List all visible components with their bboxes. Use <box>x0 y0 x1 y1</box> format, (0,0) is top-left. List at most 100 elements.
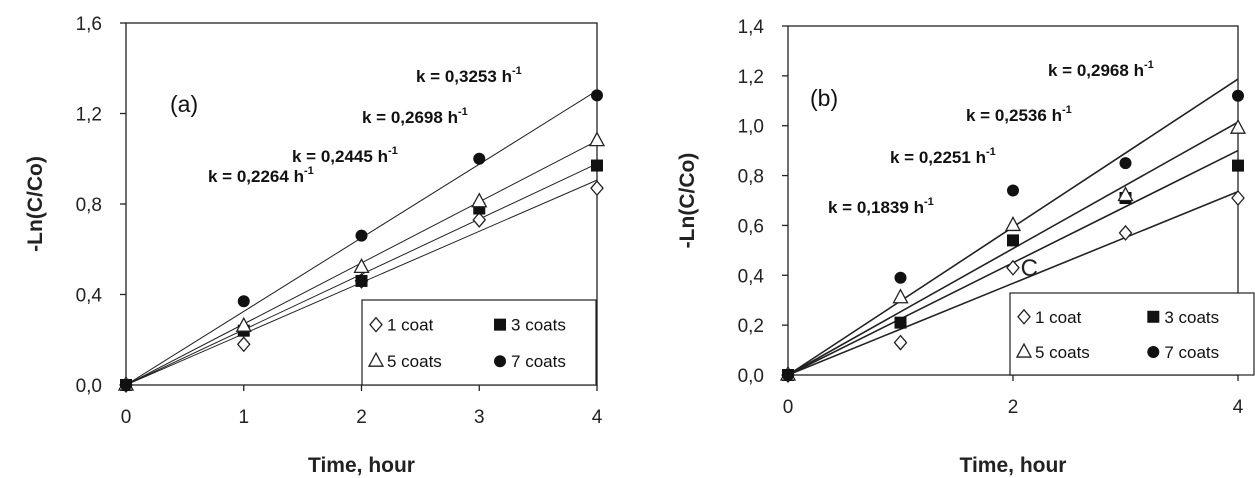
k-label: k = 0,2445 h-1 <box>292 145 398 166</box>
k-label: k = 0,2698 h-1 <box>362 106 468 127</box>
x-tick-label: 0 <box>121 407 132 428</box>
annotation-letter: C <box>1021 255 1038 282</box>
k-unit: h <box>1129 61 1144 80</box>
y-tick-label: 0,0 <box>738 366 764 387</box>
x-tick-label: 4 <box>1233 397 1244 418</box>
legend-marker <box>367 351 385 367</box>
data-point <box>120 379 132 391</box>
data-point <box>355 229 368 242</box>
data-point <box>590 180 604 197</box>
k-unit: h <box>497 67 512 86</box>
y-tick-label: 0,4 <box>76 286 103 307</box>
y-tick-label: 0,2 <box>738 316 764 337</box>
y-tick-label: 0,6 <box>738 216 764 237</box>
data-point <box>471 192 488 208</box>
data-point <box>355 274 368 287</box>
y-tick-label: 0,0 <box>76 376 102 397</box>
x-tick-label: 3 <box>474 407 485 428</box>
x-tick-label: 1 <box>238 407 249 428</box>
k-unit: h <box>373 147 388 166</box>
data-point <box>1229 118 1247 134</box>
legend-label: 3 coats <box>1164 308 1219 327</box>
y-tick-label: 1,2 <box>76 105 102 126</box>
k-prefix: k = <box>1048 61 1077 80</box>
legend-label: 5 coats <box>387 352 442 371</box>
x-tick-label: 0 <box>783 397 794 418</box>
fit-line-1-coat <box>787 190 1239 376</box>
data-point <box>588 131 606 147</box>
data-point <box>591 89 603 102</box>
k-label: k = 0,2251 h-1 <box>890 146 996 167</box>
y-tick-label: 0,8 <box>738 167 764 188</box>
data-point <box>591 159 603 172</box>
y-axis-title: -Ln(C/Co) <box>24 156 47 252</box>
data-point <box>236 336 251 353</box>
k-prefix: k = <box>890 148 919 167</box>
k-prefix: k = <box>828 198 857 217</box>
k-label: k = 0,2968 h-1 <box>1048 59 1154 80</box>
x-tick-label: 4 <box>592 407 603 428</box>
data-point <box>1006 259 1020 276</box>
legend: 1 coat 3 coats 5 coats 7 coats <box>1009 292 1255 376</box>
data-point <box>1232 159 1244 172</box>
data-point <box>473 152 486 165</box>
k-label: k = 0,1839 h-1 <box>828 196 934 217</box>
k-unit: h <box>289 167 304 186</box>
k-exponent: -1 <box>304 165 314 177</box>
legend-label: 3 coats <box>511 316 566 335</box>
k-exponent: -1 <box>458 106 468 118</box>
x-axis-title: Time, hour <box>960 454 1067 477</box>
data-point <box>1007 184 1019 197</box>
data-point <box>235 316 252 332</box>
y-axis-title: -Ln(C/Co) <box>676 153 699 249</box>
y-tick-label: 1,6 <box>76 14 102 35</box>
y-tick-label: 0,8 <box>76 195 102 216</box>
data-point <box>1007 234 1019 247</box>
k-exponent: -1 <box>388 145 398 157</box>
data-point <box>1117 186 1134 202</box>
x-tick-label: 2 <box>1008 397 1019 418</box>
k-prefix: k = <box>292 147 321 166</box>
legend-marker <box>1015 342 1033 358</box>
k-value: 0,2251 <box>919 148 971 167</box>
chart-panel-a: 0,0 0,4 0,8 1,2 1,6 0 1 2 3 4 Time, hour -Ln(C/Co) (… <box>24 14 606 477</box>
data-point <box>892 288 909 304</box>
chart-panel-b: 0,0 0,2 0,4 0,6 0,8 1,0 1,2 1,4 0 2 4 Time, hour -Ln… <box>676 17 1255 477</box>
data-point <box>894 271 907 284</box>
data-point <box>1004 216 1022 232</box>
k-label: k = 0,2264 h-1 <box>208 165 314 186</box>
data-point <box>894 316 907 329</box>
k-label: k = 0,2536 h-1 <box>966 104 1072 125</box>
k-prefix: k = <box>362 108 391 127</box>
legend: 1 coat 3 coats 5 coats 7 coats <box>361 299 597 386</box>
data-point <box>472 211 487 228</box>
legend-marker <box>494 318 507 331</box>
k-exponent: -1 <box>1062 104 1072 116</box>
y-tick-label: 1,2 <box>738 67 764 88</box>
k-unit: h <box>443 108 458 127</box>
data-point <box>237 295 250 308</box>
k-exponent: -1 <box>1144 59 1154 71</box>
panel-label: (a) <box>170 91 198 117</box>
y-tick-label: 1,0 <box>738 117 764 138</box>
data-point <box>782 369 794 381</box>
legend-box <box>361 299 597 386</box>
k-exponent: -1 <box>512 65 522 77</box>
k-value: 0,2536 <box>995 106 1047 125</box>
legend-marker <box>1017 308 1031 325</box>
k-value: 0,2698 <box>391 108 443 127</box>
k-value: 0,2445 <box>321 147 373 166</box>
panel-label: (b) <box>810 85 838 111</box>
data-point <box>1118 224 1133 241</box>
legend-marker <box>369 316 383 333</box>
k-value: 0,1839 <box>857 198 909 217</box>
x-axis-title: Time, hour <box>308 454 415 477</box>
x-tick-label: 2 <box>356 407 367 428</box>
k-value: 0,2968 <box>1077 61 1129 80</box>
data-point <box>1119 157 1132 170</box>
k-exponent: -1 <box>924 196 934 208</box>
y-tick-label: 1,4 <box>738 17 765 38</box>
legend-box <box>1009 292 1255 376</box>
k-prefix: k = <box>208 167 237 186</box>
